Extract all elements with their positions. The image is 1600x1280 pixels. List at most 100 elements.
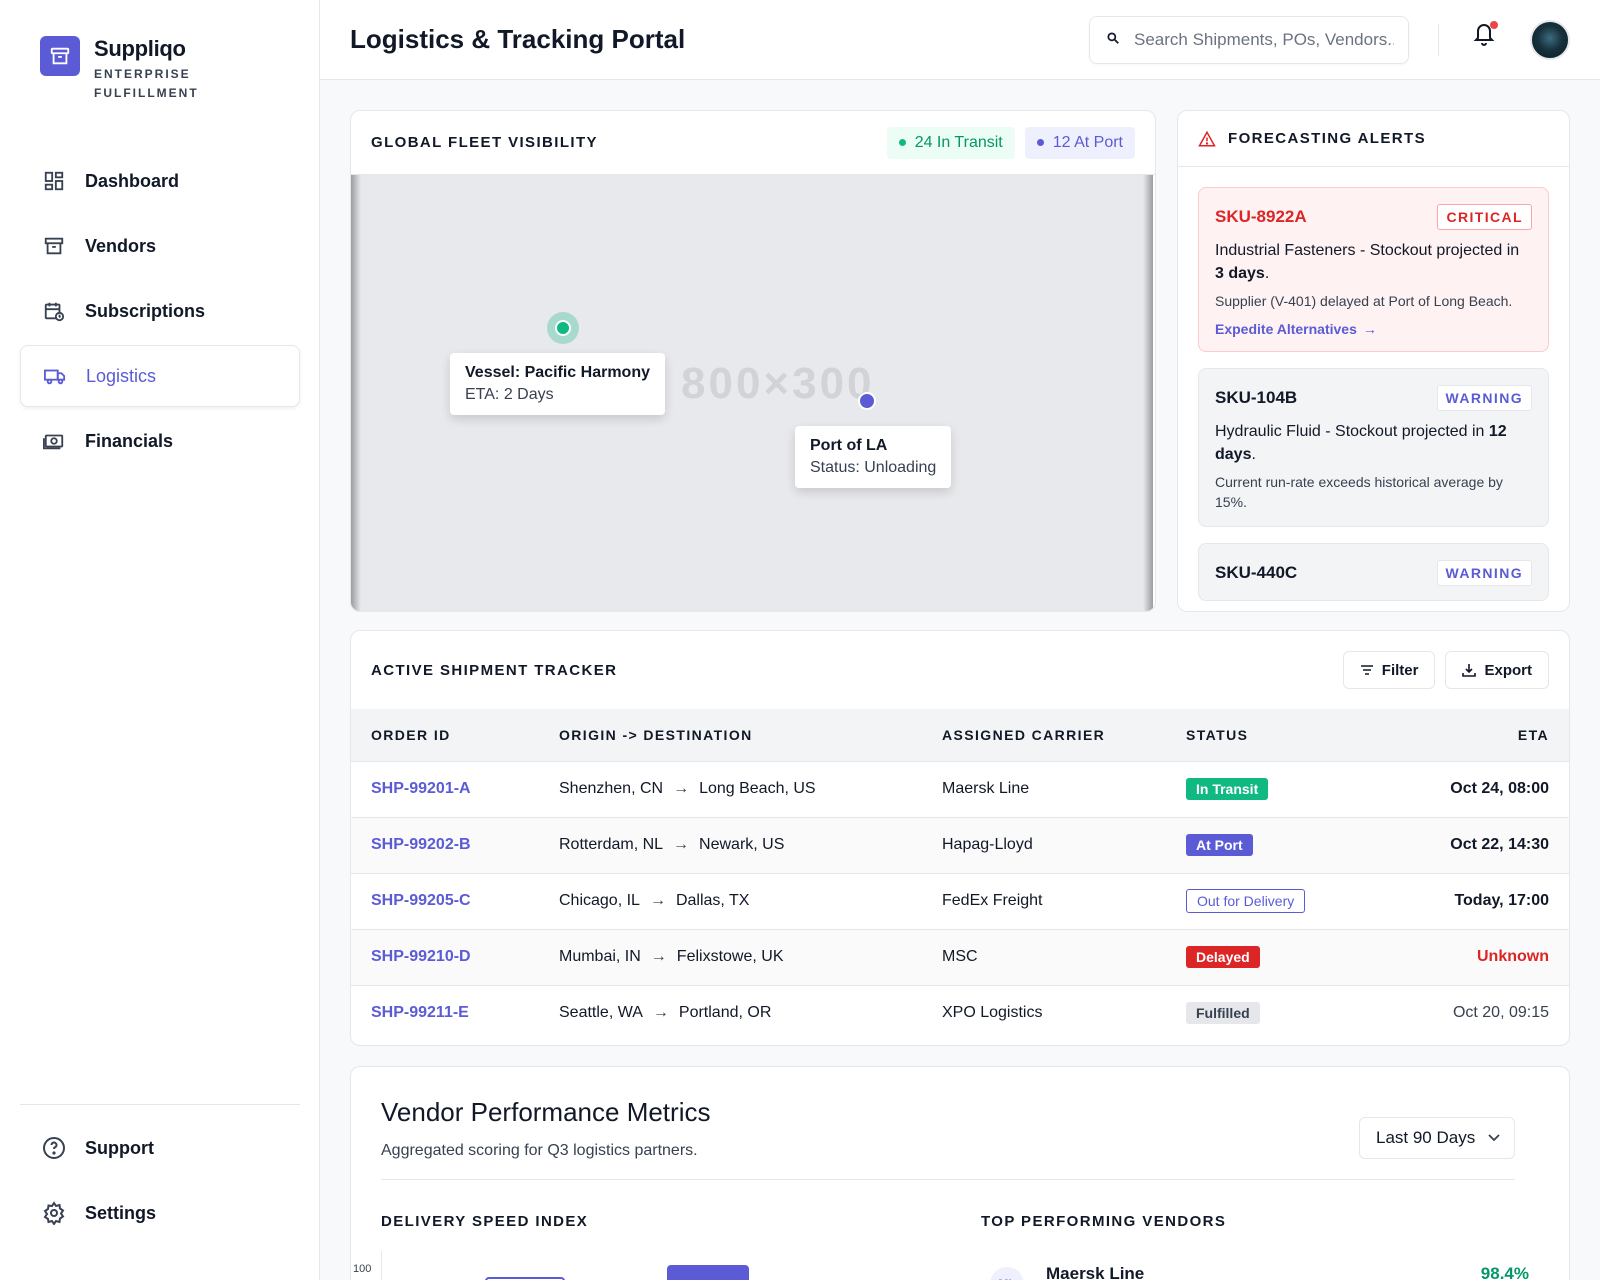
sidebar-footer-nav: Support Settings: [20, 1104, 300, 1247]
top-vendors-title: TOP PERFORMING VENDORS: [981, 1213, 1227, 1230]
at-port-pill: 12 At Port: [1024, 126, 1135, 159]
nav-item-dashboard[interactable]: Dashboard: [20, 150, 300, 212]
table-row[interactable]: SHP-99211-E Seattle, WA → Portland, OR XPO…: [351, 985, 1569, 1041]
fleet-map[interactable]: 800×300 Vessel: Pacific Harmony ETA: 2 D…: [351, 175, 1153, 611]
nav-label: Financials: [85, 430, 174, 451]
column-header[interactable]: ETA: [1386, 709, 1569, 762]
chevron-down-icon: [1487, 1133, 1501, 1143]
map-edge-left: [351, 175, 361, 611]
route-cell: Seattle, WA → Portland, OR: [559, 1004, 772, 1022]
order-id-link[interactable]: SHP-99210-D: [351, 929, 539, 986]
alert-detail: Supplier (V-401) delayed at Port of Long…: [1215, 293, 1513, 309]
nav-item-financials[interactable]: Financials: [20, 410, 300, 472]
status-badge: In Transit: [1186, 778, 1269, 800]
vendor-name[interactable]: Maersk Line: [1046, 1264, 1145, 1280]
carrier-cell: XPO Logistics: [942, 1004, 1043, 1022]
brand[interactable]: Suppliqo ENTERPRISE FULFILLMENT: [40, 36, 204, 103]
date-range-select[interactable]: Last 90 Days: [1359, 1117, 1515, 1159]
vendor-score: 98.4%: [1480, 1264, 1529, 1280]
fleet-visibility-card: GLOBAL FLEET VISIBILITY 24 In Transit 12…: [350, 110, 1156, 612]
vendor-performance-card: Vendor Performance Metrics Aggregated sc…: [350, 1066, 1570, 1280]
speed-bar[interactable]: [667, 1265, 749, 1280]
vendor-avatar: ML: [990, 1267, 1024, 1280]
carrier-cell: Maersk Line: [922, 761, 1166, 818]
notification-dot: [1490, 21, 1498, 29]
search-box[interactable]: [1089, 16, 1409, 64]
tracker-title: ACTIVE SHIPMENT TRACKER: [371, 661, 618, 679]
port-status: Status: Unloading: [810, 459, 937, 476]
nav-label: Vendors: [85, 235, 157, 256]
alerts-list: SKU-8922A CRITICAL Industrial Fasteners …: [1178, 167, 1569, 604]
speed-bar[interactable]: [485, 1277, 565, 1280]
alert-item[interactable]: SKU-104B WARNING Hydraulic Fluid - Stock…: [1198, 368, 1549, 527]
nav-label: Support: [85, 1137, 154, 1158]
search-input[interactable]: [1134, 30, 1394, 50]
fleet-card-title: GLOBAL FLEET VISIBILITY: [371, 134, 598, 151]
column-header[interactable]: ORDER ID: [351, 709, 539, 762]
nav-item-subscriptions[interactable]: Subscriptions: [20, 280, 300, 342]
nav-item-settings[interactable]: Settings: [20, 1182, 300, 1244]
notifications-button[interactable]: [1472, 20, 1498, 50]
calendar-icon: [41, 298, 67, 324]
status-badge: Fulfilled: [1186, 1002, 1260, 1025]
y-axis-line: [381, 1251, 382, 1280]
column-header[interactable]: ORIGIN -> DESTINATION: [539, 709, 922, 762]
gear-icon: [41, 1200, 67, 1226]
in-transit-count: 24 In Transit: [914, 133, 1003, 151]
money-icon: [41, 428, 67, 454]
order-id-link[interactable]: SHP-99201-A: [351, 761, 539, 818]
alert-days: 12 days: [1215, 423, 1507, 463]
in-transit-pill: 24 In Transit: [886, 126, 1015, 159]
eta-cell: Oct 20, 09:15: [1452, 1004, 1549, 1022]
port-name: Port of LA: [810, 437, 888, 454]
port-tooltip: Port of LA Status: Unloading: [795, 426, 952, 488]
nav-label: Subscriptions: [85, 300, 206, 321]
nav-item-support[interactable]: Support: [20, 1117, 300, 1179]
map-placeholder-watermark: 800×300: [681, 359, 875, 408]
nav-item-logistics[interactable]: Logistics: [20, 345, 300, 407]
status-badge: Out for Delivery: [1186, 889, 1306, 913]
table-row[interactable]: SHP-99201-A Shenzhen, CN → Long Beach, US …: [351, 761, 1569, 818]
carrier-cell: Hapag-Lloyd: [922, 817, 1166, 874]
arrow-right-icon: →: [650, 948, 667, 965]
arrow-right-icon: →: [652, 1004, 669, 1022]
table-row[interactable]: SHP-99202-B Rotterdam, NL → Newark, US Hap…: [351, 817, 1569, 874]
alert-item[interactable]: SKU-8922A CRITICAL Industrial Fasteners …: [1198, 187, 1549, 352]
export-button[interactable]: Export: [1445, 651, 1549, 689]
alert-sku: SKU-8922A: [1215, 207, 1307, 226]
truck-icon: [42, 363, 68, 389]
alert-message: Hydraulic Fluid - Stockout projected in …: [1215, 423, 1507, 463]
route-cell: Chicago, IL → Dallas, TX: [539, 873, 922, 930]
table-row[interactable]: SHP-99210-D Mumbai, IN → Felixstowe, UK MS…: [351, 929, 1569, 986]
column-header[interactable]: STATUS: [1166, 709, 1386, 762]
nav-label: Dashboard: [85, 170, 180, 191]
alert-sku: SKU-440C: [1215, 563, 1298, 582]
order-id-link[interactable]: SHP-99211-E: [371, 1004, 469, 1022]
arrow-right-icon: →: [673, 836, 690, 853]
port-marker[interactable]: [858, 392, 876, 410]
brand-subtitle: ENTERPRISE FULFILLMENT: [94, 67, 199, 100]
vessel-marker[interactable]: [547, 312, 579, 344]
nav-item-vendors[interactable]: Vendors: [20, 215, 300, 277]
sidebar: Suppliqo ENTERPRISE FULFILLMENT Dashboar…: [0, 0, 320, 1280]
table-row[interactable]: SHP-99205-C Chicago, IL → Dallas, TX FedEx…: [351, 873, 1569, 930]
order-id-link[interactable]: SHP-99205-C: [351, 873, 539, 930]
alert-item[interactable]: SKU-440C WARNING: [1198, 543, 1549, 601]
performance-subtitle: Aggregated scoring for Q3 logistics part…: [381, 1142, 698, 1159]
column-header[interactable]: ASSIGNED CARRIER: [922, 709, 1166, 762]
warning-badge: WARNING: [1436, 385, 1532, 411]
alerts-title: FORECASTING ALERTS: [1228, 130, 1426, 147]
bell-icon: [1473, 24, 1495, 46]
user-avatar[interactable]: [1530, 20, 1570, 60]
critical-badge: CRITICAL: [1437, 204, 1532, 230]
eta-cell: Oct 22, 14:30: [1386, 817, 1569, 874]
carrier-cell: MSC: [922, 929, 1166, 986]
status-badge: At Port: [1186, 834, 1253, 856]
shipments-table: ORDER ID ORIGIN -> DESTINATION ASSIGNED …: [351, 709, 1569, 1041]
filter-button[interactable]: Filter: [1342, 651, 1436, 689]
eta-cell: Unknown: [1386, 929, 1569, 986]
order-id-link[interactable]: SHP-99202-B: [351, 817, 539, 874]
indigo-dot-icon: [1036, 139, 1044, 146]
eta-cell: Oct 24, 08:00: [1386, 761, 1569, 818]
expedite-alternatives-link[interactable]: Expedite Alternatives →: [1215, 321, 1377, 337]
